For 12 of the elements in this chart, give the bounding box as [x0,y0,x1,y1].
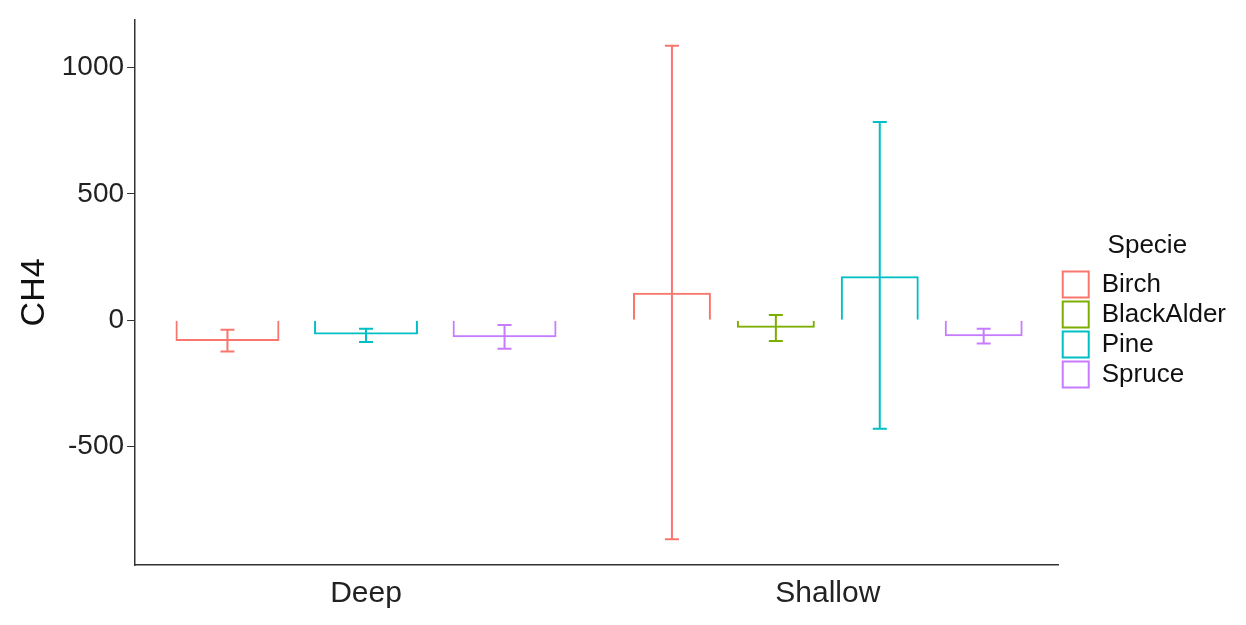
y-tick-label: 1000 [61,50,125,82]
y-tick-label: 0 [108,302,125,334]
y-tick-label: 500 [77,176,125,208]
legend-label: Pine [1101,327,1154,358]
legend-title: Specie [1107,228,1188,259]
x-tick-label: Shallow [775,575,881,609]
y-axis-title: CH4 [12,258,51,327]
legend-label: Spruce [1101,357,1185,388]
y-tick-label: -500 [68,429,125,461]
legend-label: Birch [1101,267,1161,298]
x-tick-label: Deep [330,575,402,609]
legend-label: BlackAlder [1101,297,1227,328]
